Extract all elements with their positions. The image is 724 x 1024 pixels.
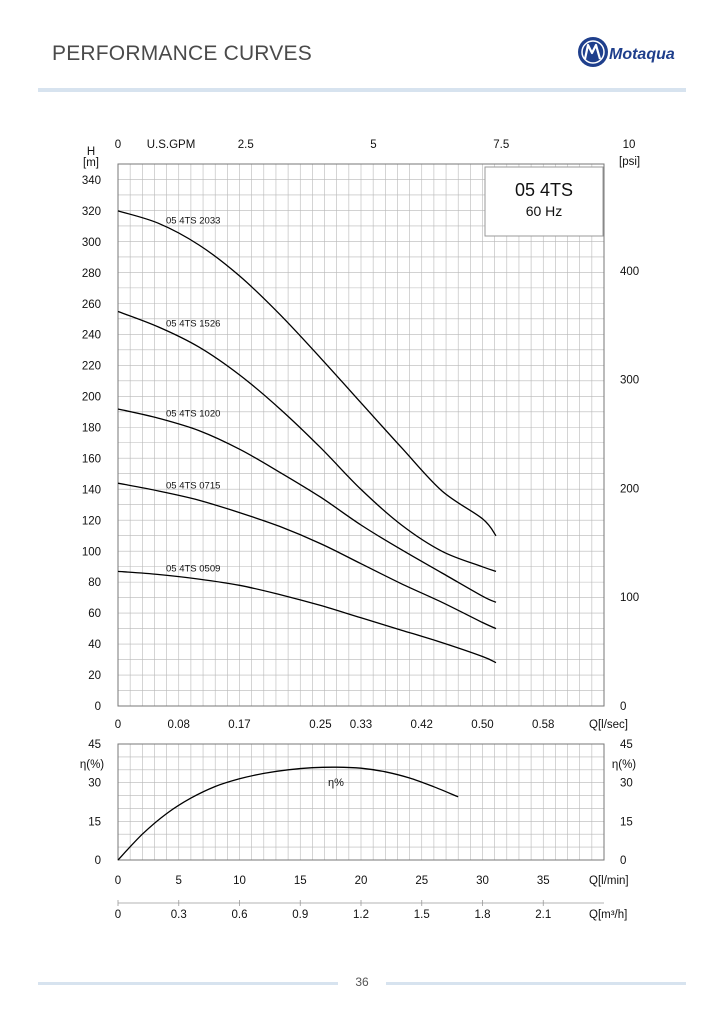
eff-y-tick-label: 0 — [95, 855, 101, 867]
secondary-x-tick-label: 0.6 — [232, 909, 248, 921]
main-chart-grid — [117, 163, 605, 707]
eff-y-tick-label: 30 — [88, 778, 101, 790]
eff-x-tick-label: 30 — [476, 875, 489, 887]
x-axis-label: Q[l/sec] — [589, 719, 628, 731]
x-tick-label: 0.08 — [168, 719, 190, 731]
eff-x-tick-label: 0 — [115, 875, 121, 887]
right-tick-label: 200 — [620, 483, 639, 495]
y-tick-label: 80 — [88, 577, 101, 589]
eff-y-tick-label: 15 — [88, 816, 101, 828]
eff-right-axis-label: η(%) — [612, 759, 636, 771]
footer-rule-right — [386, 982, 686, 985]
efficiency-plot-frame — [117, 743, 605, 861]
top-axis-label: U.S.GPM — [147, 139, 196, 151]
y-tick-label: 320 — [82, 206, 101, 218]
y-axis-unit: [m] — [83, 157, 99, 169]
y-tick-label: 240 — [82, 330, 101, 342]
curve-05-4ts-2033 — [117, 210, 497, 537]
x-tick-label: 0 — [115, 719, 121, 731]
eff-x-tick-label: 25 — [415, 875, 428, 887]
curve-efficiency — [117, 766, 459, 861]
top-tick-label: 7.5 — [493, 139, 509, 151]
secondary-x-tick-label: 2.1 — [535, 909, 551, 921]
curve-05-4ts-1020 — [117, 408, 497, 603]
y-tick-label: 120 — [82, 515, 101, 527]
eff-right-tick-label: 15 — [620, 816, 633, 828]
y-tick-label: 300 — [82, 237, 101, 249]
footer-rule-left — [38, 982, 338, 985]
secondary-x-tick-label: 1.5 — [414, 909, 430, 921]
y-tick-label: 40 — [88, 639, 101, 651]
eff-right-tick-label: 45 — [620, 739, 633, 751]
right-axis-label: [psi] — [619, 156, 640, 168]
motaqua-logo: Motaqua — [578, 37, 675, 67]
eff-x-tick-label: 5 — [176, 875, 182, 887]
y-tick-label: 280 — [82, 268, 101, 280]
y-tick-label: 20 — [88, 670, 101, 682]
y-tick-label: 60 — [88, 608, 101, 620]
x-tick-label: 0.58 — [532, 719, 554, 731]
y-tick-label: 100 — [82, 546, 101, 558]
efficiency-curve: η% — [117, 766, 459, 861]
y-tick-label: 340 — [82, 175, 101, 187]
secondary-x-tick-label: 0.9 — [292, 909, 308, 921]
y-tick-label: 180 — [82, 423, 101, 435]
eff-x-tick-label: 15 — [294, 875, 307, 887]
eff-right-tick-label: 30 — [620, 778, 633, 790]
series-label: 05 4TS 2033 — [166, 215, 220, 226]
eff-y-axis-label: η(%) — [80, 759, 104, 771]
secondary-x-tick-label: 1.8 — [475, 909, 491, 921]
x-tick-label: 0.33 — [350, 719, 372, 731]
series-label: 05 4TS 1020 — [166, 409, 220, 420]
right-tick-label: 400 — [620, 266, 639, 278]
model-title-box: 05 4TS 60 Hz — [484, 166, 604, 237]
y-tick-label: 0 — [95, 701, 101, 713]
head-curves: 05 4TS 2033 05 4TS 1526 05 4TS 1020 05 4TS … — [117, 210, 497, 664]
series-label: 05 4TS 0509 — [166, 563, 220, 574]
series-label: 05 4TS 0715 — [166, 481, 220, 492]
axis-labels: 0204060801001201401601802002202402602803… — [80, 139, 640, 921]
x-tick-label: 0.17 — [228, 719, 250, 731]
y-axis-label: H — [87, 146, 95, 158]
y-tick-label: 160 — [82, 453, 101, 465]
eff-y-tick-label: 45 — [88, 739, 101, 751]
top-tick-label: 2.5 — [238, 139, 254, 151]
top-tick-label: 5 — [370, 139, 376, 151]
right-tick-label: 100 — [620, 592, 639, 604]
logo-text: Motaqua — [609, 46, 675, 63]
right-tick-label: 300 — [620, 375, 639, 387]
top-tick-label: 10 — [623, 139, 636, 151]
model-title: 05 4TS — [515, 180, 573, 200]
page-title: PERFORMANCE CURVES — [52, 42, 312, 65]
secondary-x-tick-label: 1.2 — [353, 909, 369, 921]
y-tick-label: 260 — [82, 299, 101, 311]
curve-05-4ts-0715 — [117, 482, 497, 630]
efficiency-series-label: η% — [328, 777, 344, 789]
header-rule — [38, 88, 686, 92]
curve-05-4ts-1526 — [117, 310, 497, 573]
eff-x-tick-label: 35 — [537, 875, 550, 887]
x-tick-label: 0.42 — [411, 719, 433, 731]
eff-x-tick-label: 10 — [233, 875, 246, 887]
right-tick-label: 0 — [620, 701, 626, 713]
secondary-x-axis-label: Q[m³/h] — [589, 909, 627, 921]
secondary-x-tick-label: 0.3 — [171, 909, 187, 921]
x-tick-label: 0.50 — [471, 719, 493, 731]
eff-x-axis-label: Q[l/min] — [589, 875, 629, 887]
y-tick-label: 200 — [82, 392, 101, 404]
top-tick-label: 0 — [115, 139, 121, 151]
y-tick-label: 220 — [82, 361, 101, 373]
page-number: 36 — [355, 975, 369, 989]
curve-05-4ts-0509 — [117, 570, 497, 664]
model-frequency: 60 Hz — [526, 203, 563, 219]
main-plot-frame — [117, 163, 605, 707]
secondary-x-tick-label: 0 — [115, 909, 121, 921]
eff-x-tick-label: 20 — [355, 875, 368, 887]
x-tick-label: 0.25 — [309, 719, 331, 731]
eff-right-tick-label: 0 — [620, 855, 626, 867]
efficiency-chart-grid — [117, 743, 605, 861]
series-label: 05 4TS 1526 — [166, 319, 220, 330]
y-tick-label: 140 — [82, 484, 101, 496]
